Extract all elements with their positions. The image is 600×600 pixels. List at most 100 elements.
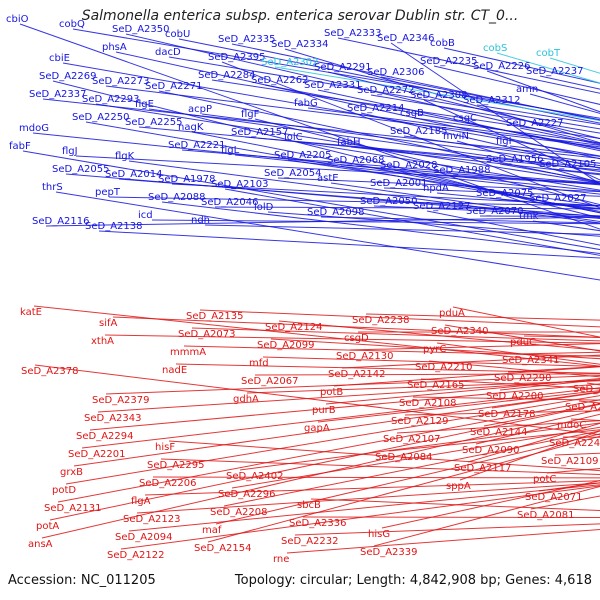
forward-gene-label: SeD_A1988	[433, 165, 491, 176]
reverse-gene-label: SeD_A2339	[360, 547, 418, 558]
label-connector	[97, 379, 600, 413]
reverse-gene-label: potA	[36, 521, 59, 532]
label-connector	[340, 164, 600, 186]
reverse-gene-label: SeD_A2200	[486, 391, 544, 402]
label-connector	[277, 177, 600, 193]
label-connector	[274, 66, 600, 122]
label-connector	[148, 108, 600, 172]
reverse-gene-label: SeD_A2238	[352, 315, 410, 326]
label-connector	[349, 343, 600, 351]
forward-gene-label: flgK	[115, 151, 135, 162]
forward-gene-label: SeD_A2250	[72, 112, 130, 123]
label-connector	[337, 37, 600, 94]
label-connector	[446, 174, 600, 185]
label-connector	[459, 430, 600, 481]
forward-gene-label: flgI	[496, 136, 512, 147]
reverse-gene-label: maf	[202, 525, 222, 536]
reverse-gene-label: csgD	[344, 333, 369, 344]
reverse-gene-label: ansA	[28, 539, 53, 550]
label-connector	[158, 90, 600, 184]
label-connector	[320, 216, 600, 224]
reverse-gene-label: SeD_A2135	[186, 311, 244, 322]
label-connector	[231, 426, 600, 489]
label-connector	[118, 178, 600, 217]
forward-gene-label: SeD_A2350	[112, 24, 170, 35]
label-connector	[168, 56, 600, 130]
reverse-gene-label: SeD_A2294	[76, 431, 134, 442]
forward-gene-label: lolC	[284, 132, 303, 143]
accession-text: Accession: NC_011205	[8, 573, 156, 588]
forward-gene-label: SeD_A2054	[264, 168, 322, 179]
reverse-gene-label: potD	[52, 485, 76, 496]
label-connector	[491, 391, 600, 409]
label-connectors	[19, 23, 600, 554]
label-connector	[231, 43, 600, 122]
forward-gene-label: flgE	[135, 99, 154, 110]
label-connector	[22, 150, 600, 251]
forward-gene-label: cbiO	[6, 14, 29, 25]
reverse-gene-label: SeD_A2067	[241, 376, 299, 387]
forward-gene-label: SeD_A1956	[486, 154, 544, 165]
label-connector	[284, 48, 600, 144]
label-connector	[479, 215, 600, 217]
reverse-gene-label: pduA	[439, 308, 465, 319]
label-connector	[105, 85, 600, 148]
forward-gene-label: SeD_A2127	[413, 201, 471, 212]
reverse-gene-label: SeD_A2130	[336, 351, 394, 362]
label-connector	[214, 206, 600, 210]
label-connector	[168, 440, 600, 472]
reverse-gene-label: SeD_A2340	[431, 326, 489, 337]
label-connector	[41, 408, 600, 539]
label-connector	[412, 396, 600, 401]
label-connector	[191, 131, 600, 214]
reverse-gene-label: SeD_A2124	[265, 322, 323, 333]
reverse-gene-label: SeD_A2099	[257, 340, 315, 351]
label-connector	[128, 160, 600, 224]
label-connector	[302, 516, 600, 518]
forward-gene-label: SeD_A2333	[324, 28, 382, 39]
label-connector	[128, 484, 600, 532]
reverse-gene-label: SeD_A2109	[541, 456, 599, 467]
label-connector	[467, 422, 600, 463]
label-connector	[171, 183, 600, 207]
label-connector	[161, 201, 600, 254]
reverse-gene-label: mfd	[249, 358, 269, 369]
label-connector	[317, 89, 600, 152]
reverse-gene-label: SeD_A2232	[281, 536, 339, 547]
label-connector	[380, 76, 600, 121]
label-connector	[278, 320, 600, 351]
forward-gene-label: SeD_A2334	[271, 39, 329, 50]
label-connector	[112, 316, 600, 338]
forward-gene-label: flgF	[241, 109, 260, 120]
reverse-gene-label: SeD_A2379	[92, 395, 150, 406]
label-connector	[62, 62, 600, 157]
reverse-gene-label: sifA	[99, 318, 118, 329]
label-connector	[120, 485, 600, 550]
label-connector	[73, 391, 600, 467]
forward-gene-label: flgL	[221, 145, 240, 156]
forward-gene-label: SeD_A2103	[211, 179, 269, 190]
forward-gene-label: SeD_A2302	[261, 57, 319, 68]
forward-gene-label: SeD_A1978	[158, 174, 216, 185]
label-connector	[81, 387, 600, 449]
forward-gene-label: fabG	[294, 98, 318, 109]
forward-gene-label: SeD_A2046	[201, 197, 259, 208]
reverse-gene-label: SeD_A2123	[123, 514, 181, 525]
forward-gene-label: tmk	[519, 211, 539, 222]
label-connector	[475, 413, 600, 445]
reverse-gene-label: SeD_A2117	[454, 463, 512, 474]
label-connector	[254, 373, 600, 376]
reverse-gene-label: flgA	[131, 496, 151, 507]
label-connector	[178, 38, 600, 124]
reverse-gene-label: hisG	[368, 529, 390, 540]
label-connector	[204, 224, 600, 235]
label-connector	[443, 47, 600, 84]
forward-gene-label: fabH	[337, 137, 361, 148]
reverse-gene-label: hisF	[155, 442, 175, 453]
reverse-gene-label: SeD_A2107	[383, 434, 441, 445]
label-connector	[125, 33, 600, 145]
label-connector	[373, 205, 600, 217]
label-connector	[486, 70, 600, 113]
label-connector	[181, 149, 600, 185]
forward-gene-label: SeD_A2027	[529, 193, 587, 204]
